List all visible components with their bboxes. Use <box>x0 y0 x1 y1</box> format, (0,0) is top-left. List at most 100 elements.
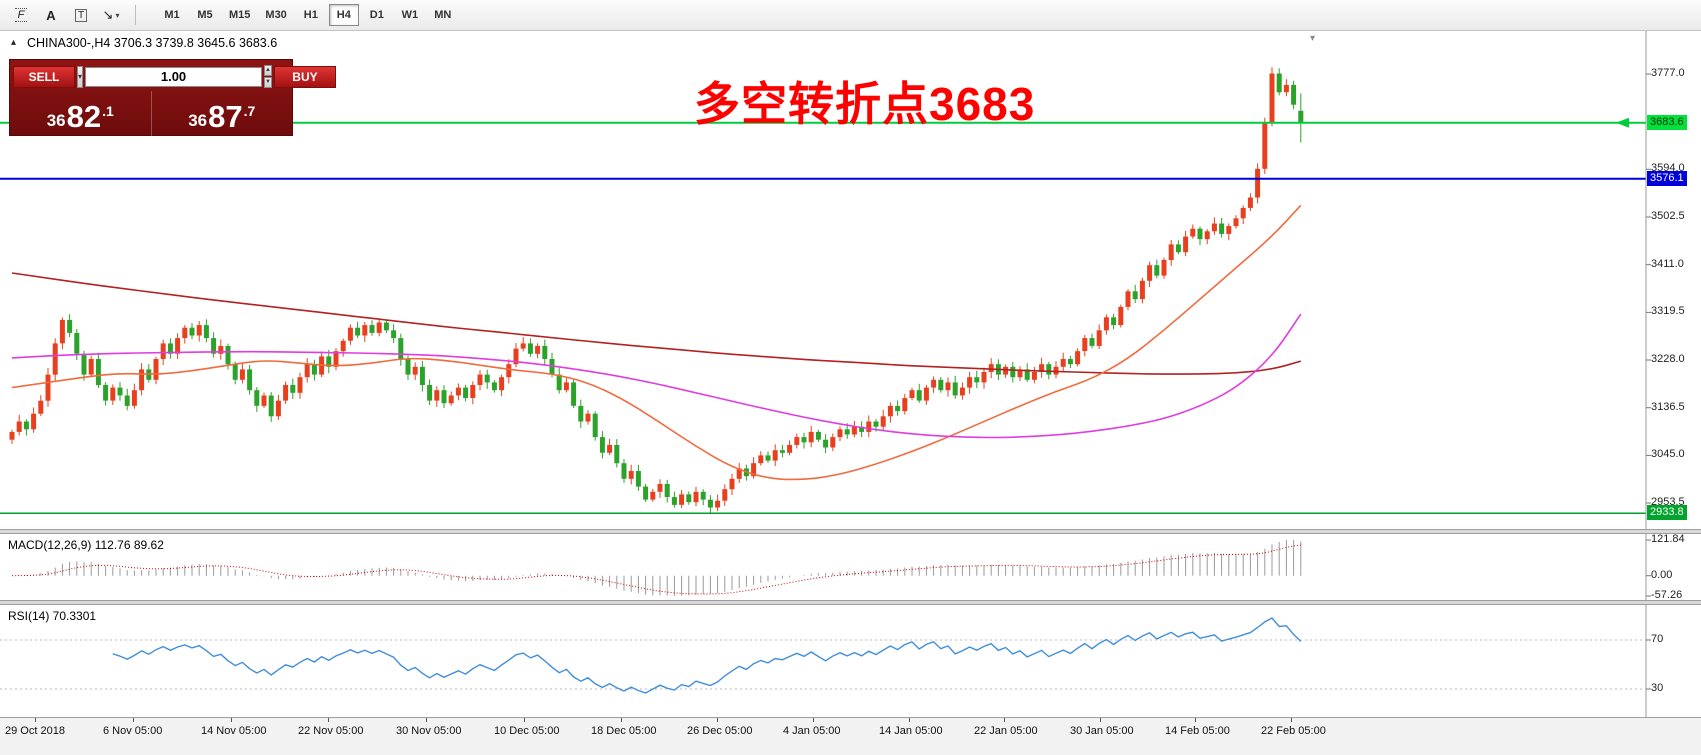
toolbar-separator <box>135 5 136 25</box>
timeframe-button-w1[interactable]: W1 <box>395 4 425 26</box>
buy-price-pip: .7 <box>243 103 256 119</box>
arrow-objects-glyph: ↘ <box>102 7 114 22</box>
text-glyph: A <box>46 7 56 23</box>
time-tick <box>524 718 525 722</box>
time-tick <box>133 718 134 722</box>
time-axis-label: 22 Nov 05:00 <box>298 725 364 737</box>
buy-price[interactable]: 36 87.7 <box>150 91 293 137</box>
timeframe-button-h1[interactable]: H1 <box>296 4 326 26</box>
timeframe-button-m30[interactable]: M30 <box>259 4 292 26</box>
drawing-tools-group: F A T ↘ ▾ <box>6 3 126 27</box>
text-label-glyph: T <box>74 8 88 22</box>
chart-annotation-text[interactable]: 多空转折点3683 <box>694 78 1036 130</box>
rsi-level-label: 30 <box>1651 682 1664 694</box>
time-axis-label: 14 Feb 05:00 <box>1165 725 1230 737</box>
dropdown-caret-icon: ▾ <box>115 10 120 20</box>
time-tick <box>909 718 910 722</box>
hline-arrow-icon <box>1616 117 1629 128</box>
candlestick-series <box>9 67 1304 514</box>
price-tag: 3683.6 <box>1647 115 1687 130</box>
chart-symbol-ohlc: CHINA300-,H4 3706.3 3739.8 3645.6 3683.6 <box>27 36 278 50</box>
panel-splitter[interactable] <box>0 600 1701 605</box>
macd-axis-label: 0.00 <box>1651 569 1673 581</box>
buy-button[interactable]: BUY <box>273 65 336 88</box>
chart-shift-marker-icon[interactable]: ▾ <box>1310 33 1316 44</box>
price-tag: 2933.8 <box>1647 505 1687 520</box>
ma-slow-darkred-line <box>11 272 1302 375</box>
volume-up-icon[interactable]: ▲ <box>264 65 272 76</box>
time-tick <box>1291 718 1292 722</box>
time-axis-label: 10 Dec 05:00 <box>494 725 560 737</box>
sell-price-prefix: 36 <box>46 111 66 130</box>
time-tick <box>717 718 718 722</box>
timeframe-button-h4[interactable]: H4 <box>328 4 359 26</box>
rsi-indicator-label: RSI(14) 70.3301 <box>8 609 97 623</box>
time-tick <box>813 718 814 722</box>
time-axis-label: 22 Feb 05:00 <box>1261 725 1326 737</box>
macd-axis-label: 121.84 <box>1651 533 1685 545</box>
time-axis-label: 14 Nov 05:00 <box>201 725 267 737</box>
time-axis-label: 26 Dec 05:00 <box>687 725 753 737</box>
time-axis-label: 30 Jan 05:00 <box>1070 725 1134 737</box>
arrow-objects-icon[interactable]: ↘ ▾ <box>97 3 125 27</box>
time-axis-label: 6 Nov 05:00 <box>103 725 163 737</box>
text-icon[interactable]: A <box>37 3 65 27</box>
price-axis-label: 3045.0 <box>1651 448 1685 460</box>
timeframe-button-d1[interactable]: D1 <box>362 4 392 26</box>
volume-stepper[interactable]: ▲ ▼ <box>264 65 272 88</box>
rsi-line <box>112 617 1302 694</box>
time-axis-label: 22 Jan 05:00 <box>974 725 1038 737</box>
price-axis-label: 3502.5 <box>1651 210 1685 222</box>
buy-price-prefix: 36 <box>188 111 208 130</box>
one-click-panel-toggle[interactable]: ▴ <box>11 37 17 48</box>
trade-panel-prices: 36 82.1 36 87.7 <box>10 91 292 137</box>
price-axis-label: 3136.5 <box>1651 401 1685 413</box>
sell-button[interactable]: SELL <box>13 65 75 88</box>
fibonacci-glyph: F <box>14 8 28 22</box>
time-axis-label: 4 Jan 05:00 <box>783 725 841 737</box>
timeframe-button-m15[interactable]: M15 <box>223 4 256 26</box>
price-axis-label: 3319.5 <box>1651 305 1685 317</box>
text-label-icon[interactable]: T <box>67 3 95 27</box>
macd-axis-label: -57.26 <box>1651 589 1683 601</box>
sell-price[interactable]: 36 82.1 <box>10 91 151 137</box>
price-axis-label: 3411.0 <box>1651 258 1684 270</box>
time-tick <box>1195 718 1196 722</box>
fibonacci-icon[interactable]: F <box>7 3 35 27</box>
macd-indicator-label: MACD(12,26,9) 112.76 89.62 <box>8 538 164 552</box>
sell-price-pip: .1 <box>102 103 114 119</box>
time-tick <box>328 718 329 722</box>
price-axis-label: 3777.0 <box>1651 67 1685 79</box>
timeframe-toolbar: M1 M5 M15 M30 H1 H4 D1 W1 MN <box>157 4 458 26</box>
time-axis-label: 18 Dec 05:00 <box>591 725 657 737</box>
ma-fast-orange-line <box>11 204 1302 481</box>
buy-price-big-digits: 87 <box>208 99 243 134</box>
price-axis-label: 3228.0 <box>1651 353 1685 365</box>
time-tick <box>621 718 622 722</box>
time-tick <box>35 718 36 722</box>
timeframe-button-mn[interactable]: MN <box>428 4 458 26</box>
timeframe-button-m1[interactable]: M1 <box>157 4 187 26</box>
time-tick <box>1100 718 1101 722</box>
volume-down-icon[interactable]: ▼ <box>264 77 272 88</box>
timeframe-button-m5[interactable]: M5 <box>190 4 220 26</box>
volume-dropdown-icon[interactable]: ▾ <box>77 65 84 88</box>
macd-histogram <box>18 540 1302 596</box>
time-axis-label: 14 Jan 05:00 <box>879 725 943 737</box>
top-toolbar: F A T ↘ ▾ M1 M5 M15 M30 H1 H4 D1 W1 MN <box>0 0 1701 31</box>
time-axis-label: 30 Nov 05:00 <box>396 725 462 737</box>
macd-signal-line <box>11 544 1301 595</box>
time-tick <box>1004 718 1005 722</box>
time-axis[interactable]: 29 Oct 2018 6 Nov 05:00 14 Nov 05:00 22 Nov… <box>0 717 1701 755</box>
trade-panel-controls: SELL ▾ ▲ ▼ BUY <box>10 60 336 90</box>
panel-splitter[interactable] <box>0 529 1701 534</box>
time-tick <box>231 718 232 722</box>
time-tick <box>426 718 427 722</box>
sell-price-big-digits: 82 <box>66 99 102 134</box>
volume-input[interactable] <box>85 66 263 87</box>
price-tag: 3576.1 <box>1647 171 1687 186</box>
rsi-level-label: 70 <box>1651 633 1664 645</box>
time-axis-label: 29 Oct 2018 <box>5 725 65 737</box>
ma-mid-magenta-line <box>11 313 1302 439</box>
